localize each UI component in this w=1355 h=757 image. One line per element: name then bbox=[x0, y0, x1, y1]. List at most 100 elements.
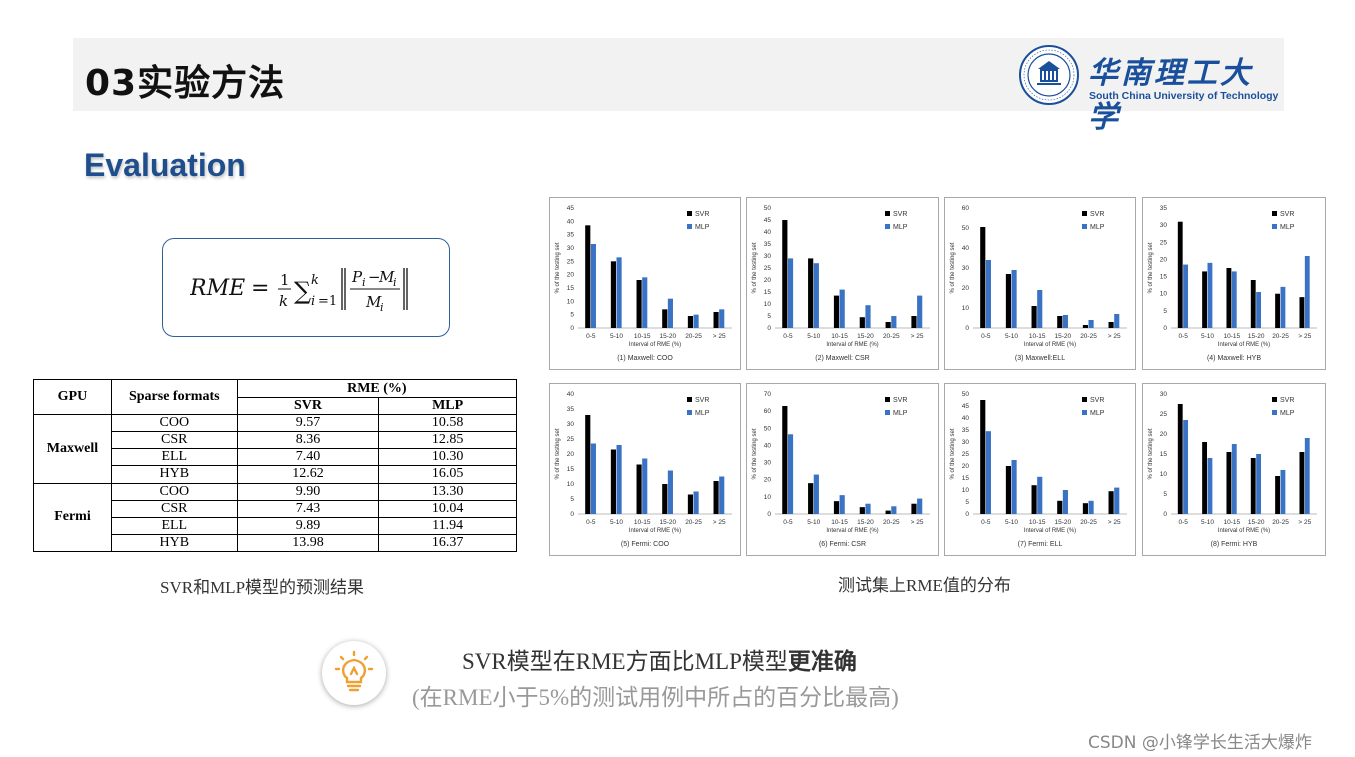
bar-mlp bbox=[813, 474, 819, 514]
y-axis-label: % of the testing set bbox=[950, 242, 956, 293]
x-tick-label: 10-15 bbox=[634, 519, 651, 526]
bar-mlp bbox=[1088, 320, 1094, 328]
bar-mlp bbox=[1011, 270, 1017, 328]
table-caption: SVR和MLP模型的预测结果 bbox=[160, 578, 365, 597]
bar-svr bbox=[980, 400, 986, 514]
bar-mlp bbox=[667, 470, 673, 514]
y-tick-label: 10 bbox=[962, 487, 970, 494]
x-tick-label: 5-10 bbox=[610, 333, 623, 340]
bar-mlp bbox=[1062, 490, 1068, 514]
bar-svr bbox=[885, 322, 891, 328]
bar-mlp bbox=[1304, 438, 1310, 514]
bar-svr bbox=[1082, 503, 1088, 514]
university-logo: 华南理工大学 South China University of Technol… bbox=[1018, 44, 1280, 135]
x-tick-label: 15-20 bbox=[857, 519, 874, 526]
y-tick-label: 5 bbox=[570, 496, 574, 503]
university-name-cn: 华南理工大学 bbox=[1088, 56, 1253, 135]
mlp-cell: 13.30 bbox=[378, 482, 517, 501]
y-tick-label: 0 bbox=[965, 325, 969, 332]
x-axis-label: Interval of RME (%) bbox=[1024, 342, 1076, 348]
y-tick-label: 15 bbox=[1160, 274, 1168, 281]
chart-svg: 0 5 10 15 20 25 30 35 40 45 50 % of the testing set… bbox=[752, 205, 930, 362]
bar-mlp bbox=[1280, 286, 1286, 328]
mlp-cell: 12.85 bbox=[378, 431, 517, 450]
x-tick-label: 0-5 bbox=[981, 519, 991, 526]
x-tick-label: > 25 bbox=[713, 333, 726, 340]
chart-title: (5) Fermi: COO bbox=[621, 541, 670, 548]
legend-label: SVR bbox=[893, 211, 907, 218]
bar-mlp bbox=[1256, 454, 1262, 514]
legend-swatch bbox=[1082, 410, 1087, 415]
legend-swatch bbox=[885, 397, 890, 402]
chart-svg: 0 5 10 15 20 25 30 35 40 45 % of the testing set 0-… bbox=[555, 205, 732, 362]
x-axis-label: Interval of RME (%) bbox=[629, 342, 681, 348]
y-tick-label: 0 bbox=[570, 325, 574, 332]
x-axis-label: Interval of RME (%) bbox=[1218, 342, 1270, 348]
chart-title: (4) Maxwell: HYB bbox=[1207, 355, 1261, 362]
conclusion-main: SVR模型在RME方面比MLP模型更准确 bbox=[462, 642, 857, 676]
x-tick-label: 5-10 bbox=[807, 519, 820, 526]
bar-mlp bbox=[642, 458, 648, 514]
lightbulb-icon bbox=[334, 650, 374, 692]
bar-svr bbox=[1177, 221, 1183, 328]
conclusion-sub: (在RME小于5%的测试用例中所占的百分比最高) bbox=[412, 685, 899, 710]
x-tick-label: 10-15 bbox=[1029, 333, 1046, 340]
bar-svr bbox=[1082, 325, 1088, 328]
bar-svr bbox=[610, 261, 616, 328]
bar-svr bbox=[859, 507, 865, 514]
bar-mlp bbox=[1231, 444, 1237, 514]
svr-cell: 7.43 bbox=[236, 499, 380, 518]
legend-label: SVR bbox=[1090, 211, 1104, 218]
legend-label: MLP bbox=[893, 224, 908, 231]
x-tick-label: 20-25 bbox=[1272, 333, 1289, 340]
chart-maxwell-ell: 0 10 20 30 40 50 60 % of the testing set 0-5 5-10… bbox=[944, 197, 1136, 370]
bar-mlp bbox=[693, 314, 699, 328]
bar-svr bbox=[1005, 274, 1011, 328]
bar-svr bbox=[1275, 293, 1280, 328]
chart-fermi-csr: 0 10 20 30 40 50 60 70 % of the testing set 0-5 5-… bbox=[746, 383, 939, 556]
svg-text:i: i bbox=[362, 276, 366, 289]
y-tick-label: 40 bbox=[764, 229, 772, 236]
rme-formula: RME = 1 k ∑ k i =1 P i − M i M i bbox=[190, 268, 408, 314]
bar-mlp bbox=[719, 309, 725, 328]
legend-label: MLP bbox=[1090, 224, 1105, 231]
x-tick-label: 15-20 bbox=[660, 519, 677, 526]
svr-cell: 7.40 bbox=[236, 448, 380, 467]
svg-text:∑: ∑ bbox=[294, 277, 311, 305]
svg-text:P: P bbox=[351, 268, 363, 286]
bar-svr bbox=[833, 501, 840, 514]
x-tick-label: 5-10 bbox=[1201, 333, 1214, 340]
x-tick-label: 10-15 bbox=[1029, 519, 1046, 526]
mlp-cell: 10.58 bbox=[378, 413, 517, 433]
bar-mlp bbox=[1183, 420, 1189, 514]
legend-swatch bbox=[1272, 224, 1277, 229]
y-tick-label: 20 bbox=[567, 272, 575, 279]
y-tick-label: 20 bbox=[1160, 431, 1168, 438]
bar-svr bbox=[636, 464, 642, 514]
y-tick-label: 10 bbox=[764, 494, 772, 501]
svg-text:=: = bbox=[251, 276, 269, 301]
bar-mlp bbox=[839, 289, 845, 328]
x-axis-label: Interval of RME (%) bbox=[629, 528, 681, 534]
bar-mlp bbox=[1183, 264, 1189, 328]
y-tick-label: 20 bbox=[764, 477, 772, 484]
legend-label: MLP bbox=[893, 410, 908, 417]
bar-svr bbox=[687, 494, 693, 514]
format-cell: ELL bbox=[110, 516, 238, 535]
y-tick-label: 30 bbox=[1160, 391, 1168, 398]
x-tick-label: > 25 bbox=[911, 333, 924, 340]
bar-mlp bbox=[787, 434, 794, 514]
y-tick-label: 35 bbox=[567, 232, 575, 239]
y-tick-label: 5 bbox=[965, 499, 969, 506]
bar-mlp bbox=[839, 495, 845, 514]
table-row: Maxwell COO 9.57 10.58 bbox=[33, 413, 517, 484]
legend-swatch bbox=[687, 410, 692, 415]
bar-svr bbox=[687, 316, 693, 328]
y-tick-label: 60 bbox=[764, 408, 772, 415]
bar-mlp bbox=[719, 476, 725, 514]
bar-mlp bbox=[590, 443, 596, 514]
bar-mlp bbox=[1011, 460, 1017, 514]
legend-swatch bbox=[687, 224, 692, 229]
x-tick-label: 0-5 bbox=[981, 333, 991, 340]
y-tick-label: 0 bbox=[1163, 511, 1167, 518]
